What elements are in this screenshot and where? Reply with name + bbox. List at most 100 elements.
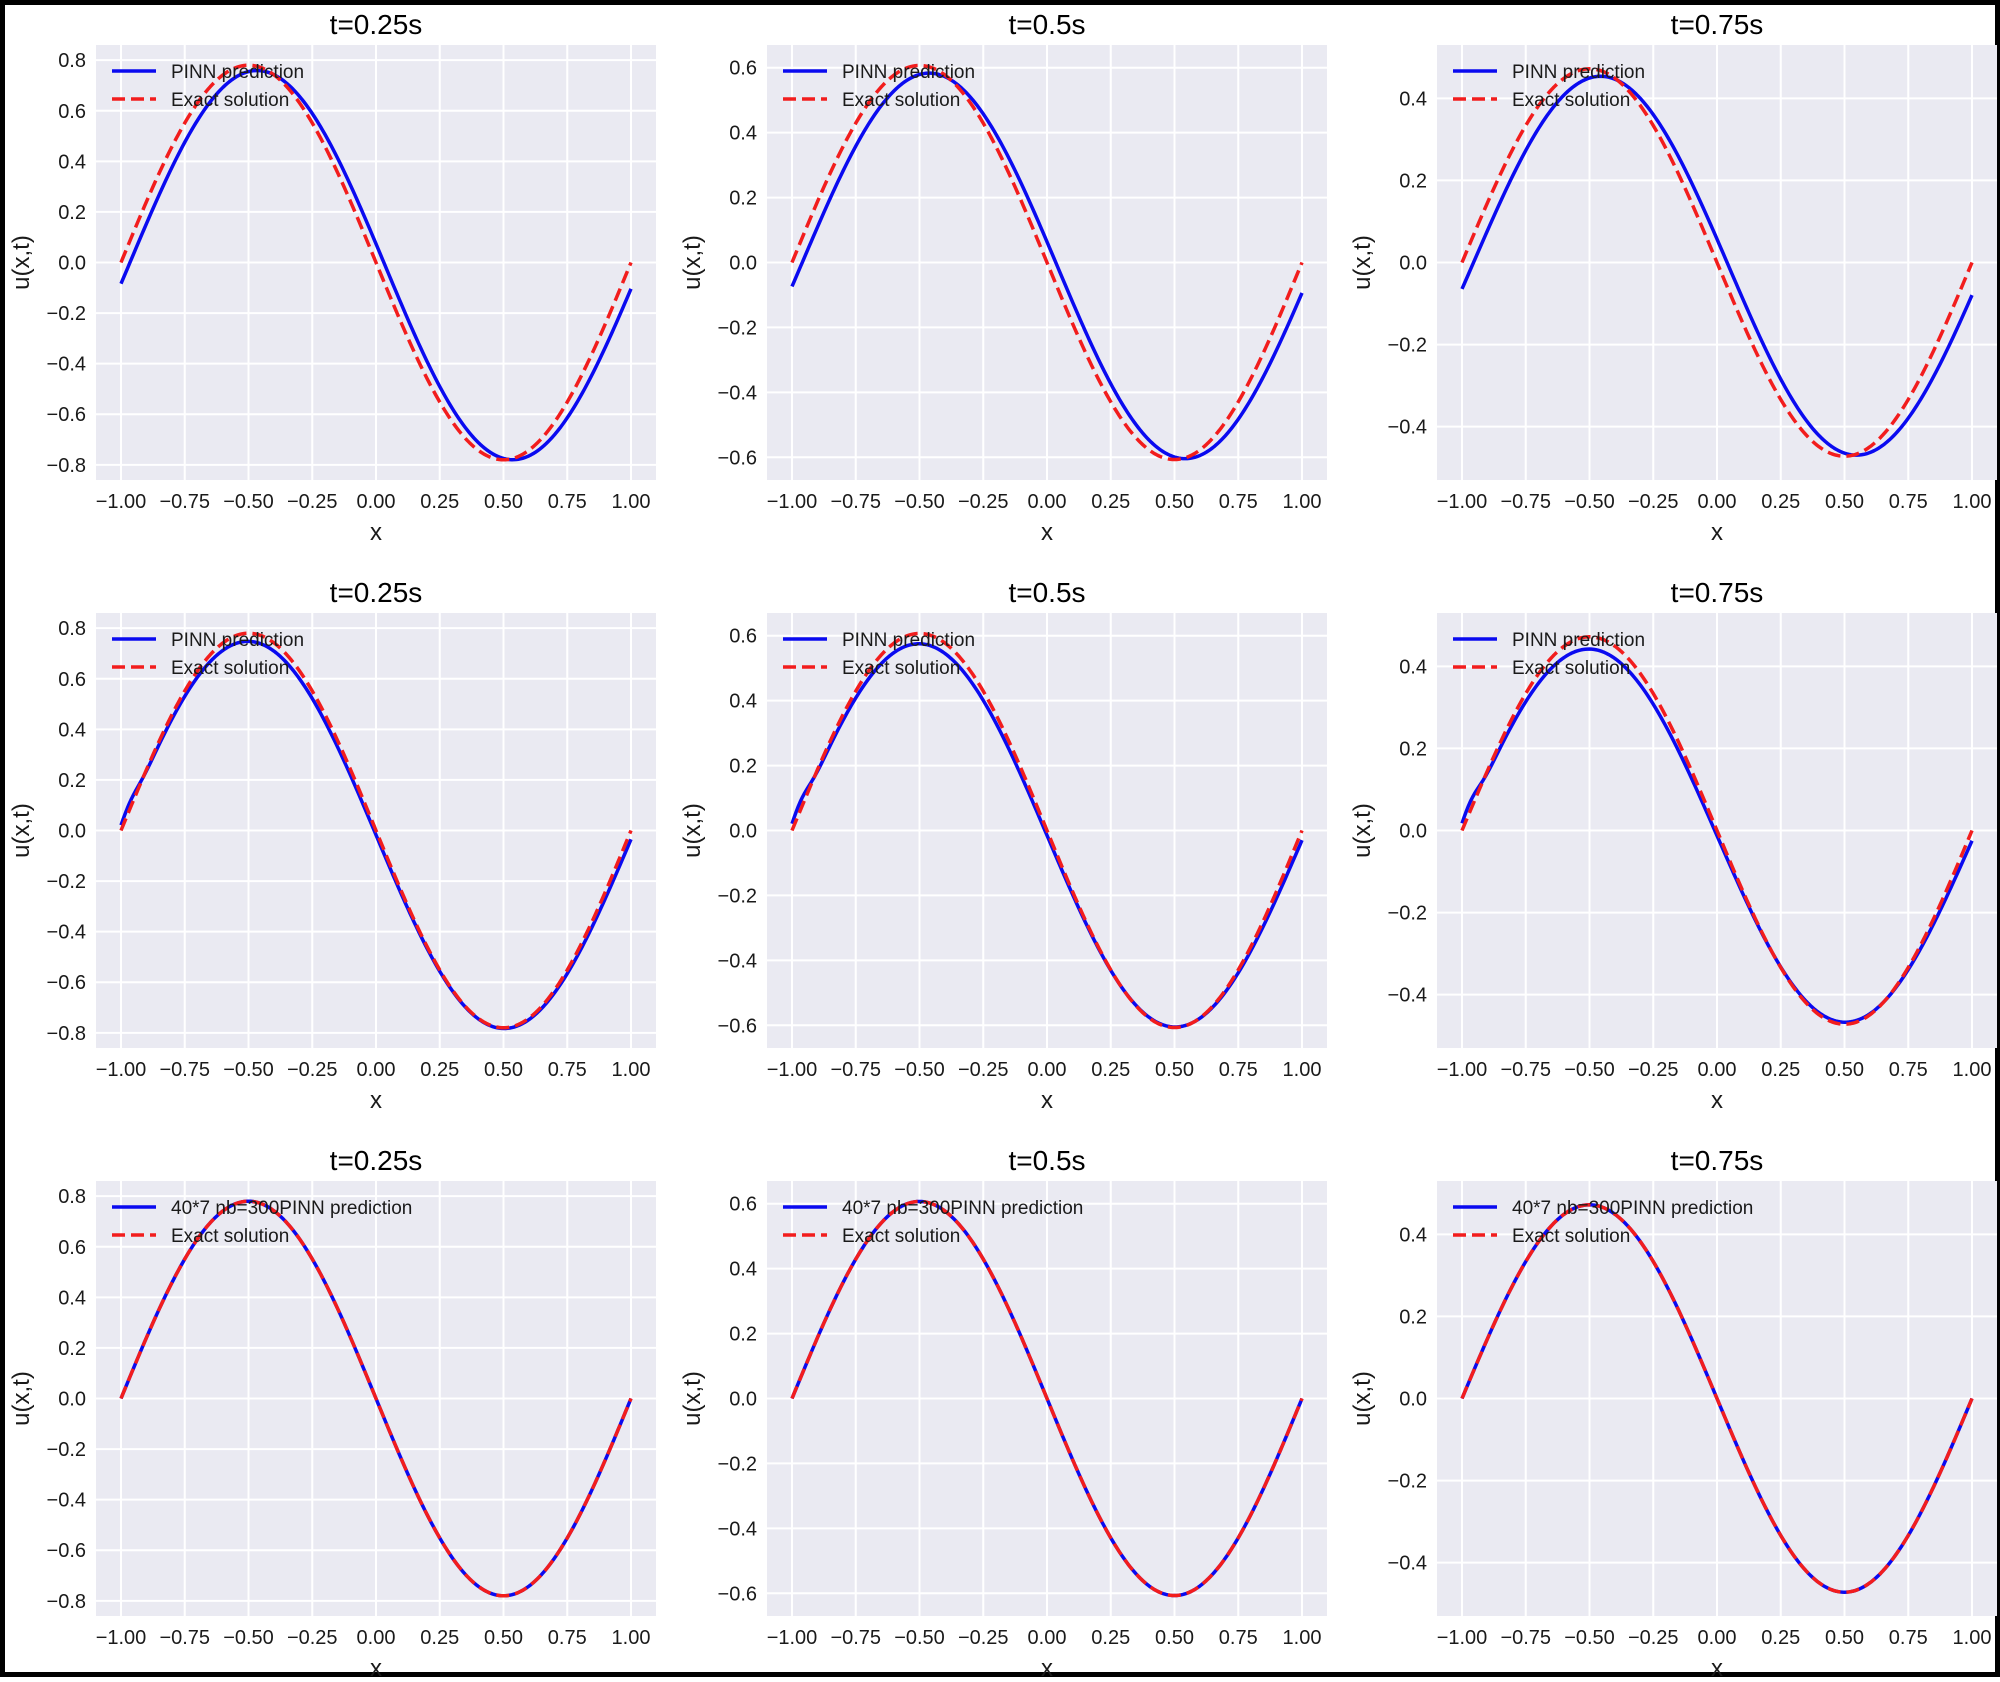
x-axis-label: x (1711, 1087, 1723, 1114)
x-tick-label: 0.25 (420, 1059, 459, 1081)
y-tick-label: 0.4 (1399, 656, 1427, 678)
y-tick-label: −0.8 (47, 1591, 86, 1613)
legend-prediction-label: PINN prediction (1512, 630, 1645, 651)
y-tick-label: 0.4 (729, 1259, 757, 1281)
x-tick-label: −1.00 (767, 491, 818, 513)
y-tick-label: 0.2 (58, 770, 86, 792)
subplot-1-1: −1.00 −0.75 −0.50 −0.25 0.00 0.25 0.50 0.75 1.00… (8, 9, 656, 546)
x-tick-label: 0.00 (1698, 491, 1737, 513)
y-tick-label: −0.4 (47, 354, 86, 376)
y-axis-label: u(x,t) (8, 235, 35, 290)
x-tick-label: 0.00 (1028, 1059, 1067, 1081)
x-tick-label: 0.75 (1889, 1059, 1928, 1081)
subplot-3-3: −1.00 −0.75 −0.50 −0.25 0.00 0.25 0.50 0.75 1.00… (1349, 1145, 1997, 1682)
y-tick-label: −0.6 (47, 404, 86, 426)
x-axis-label: x (370, 1087, 382, 1114)
x-tick-label: −0.75 (159, 491, 210, 513)
legend: PINN prediction Exact solution (112, 630, 304, 679)
x-tick-label: −0.25 (1628, 1627, 1679, 1649)
x-tick-label: 0.75 (1219, 1627, 1258, 1649)
exact-solution-line (119, 63, 633, 462)
y-tick-label: 0.0 (729, 253, 757, 275)
legend-exact-label: Exact solution (842, 1226, 960, 1247)
exact-solution-line (790, 631, 1304, 1030)
legend-prediction-label: 40*7 nb=300PINN prediction (171, 1198, 412, 1219)
x-tick-label: −0.50 (223, 1059, 274, 1081)
y-tick-label: 0.4 (1399, 88, 1427, 110)
x-tick-label: 0.75 (1219, 491, 1258, 513)
x-tick-label: 1.00 (1283, 1059, 1322, 1081)
exact-solution-line (1460, 1203, 1974, 1594)
y-tick-label: −0.2 (1388, 335, 1427, 357)
subplot-title: t=0.75s (1671, 577, 1764, 608)
x-tick-label: 0.50 (1825, 491, 1864, 513)
x-tick-label: −0.25 (1628, 491, 1679, 513)
prediction-line (1460, 74, 1974, 457)
x-tick-label: 0.50 (484, 1627, 523, 1649)
subplot-2-2: −1.00 −0.75 −0.50 −0.25 0.00 0.25 0.50 0.75 1.00… (679, 577, 1327, 1114)
subplot-3-1: −1.00 −0.75 −0.50 −0.25 0.00 0.25 0.50 0.75 1.00… (8, 1145, 656, 1682)
y-tick-label: 0.4 (58, 1287, 86, 1309)
y-tick-label: 0.2 (729, 188, 757, 210)
exact-solution-line (790, 63, 1304, 462)
y-tick-label: 0.4 (1399, 1224, 1427, 1246)
legend-prediction-label: 40*7 nb=300PINN prediction (1512, 1198, 1753, 1219)
x-tick-label: 0.75 (548, 491, 587, 513)
x-tick-label: 0.75 (548, 1059, 587, 1081)
y-tick-label: 0.2 (1399, 170, 1427, 192)
legend: PINN prediction Exact solution (783, 630, 975, 679)
x-tick-label: −0.75 (1500, 1059, 1551, 1081)
exact-solution-line (1460, 635, 1974, 1026)
x-tick-label: −0.25 (958, 491, 1009, 513)
y-tick-label: −0.2 (47, 303, 86, 325)
legend-exact-label: Exact solution (171, 1226, 289, 1247)
y-tick-label: −0.4 (1388, 1553, 1427, 1575)
y-tick-label: 0.8 (58, 618, 86, 640)
x-tick-label: 0.25 (1091, 1627, 1130, 1649)
subplot-title: t=0.25s (330, 577, 423, 608)
subplot-1-3: −1.00 −0.75 −0.50 −0.25 0.00 0.25 0.50 0.75 1.00… (1349, 9, 1997, 546)
legend-exact-label: Exact solution (842, 90, 960, 111)
y-tick-label: 0.4 (58, 151, 86, 173)
legend: 40*7 nb=300PINN prediction Exact solution (112, 1198, 412, 1247)
x-tick-label: −0.50 (1564, 491, 1615, 513)
x-tick-label: −0.25 (958, 1059, 1009, 1081)
exact-solution-line (119, 1199, 633, 1598)
x-tick-label: 0.50 (484, 491, 523, 513)
y-tick-label: 0.4 (729, 123, 757, 145)
x-tick-label: −0.50 (223, 1627, 274, 1649)
x-tick-label: 0.25 (1091, 1059, 1130, 1081)
x-tick-label: 0.25 (1761, 491, 1800, 513)
x-tick-label: 1.00 (1283, 1627, 1322, 1649)
y-tick-label: 0.4 (729, 691, 757, 713)
x-tick-label: 0.50 (1825, 1059, 1864, 1081)
y-tick-label: 0.0 (1399, 253, 1427, 275)
y-tick-label: −0.6 (718, 447, 757, 469)
x-tick-label: −1.00 (1437, 1627, 1488, 1649)
subplot-title: t=0.75s (1671, 9, 1764, 40)
y-tick-label: −0.8 (47, 455, 86, 477)
y-tick-label: −0.2 (1388, 903, 1427, 925)
x-tick-label: 0.00 (1698, 1059, 1737, 1081)
y-tick-label: 0.2 (729, 1324, 757, 1346)
legend-prediction-label: PINN prediction (171, 630, 304, 651)
x-tick-label: 0.25 (420, 491, 459, 513)
x-tick-label: −0.75 (159, 1627, 210, 1649)
x-tick-label: 1.00 (612, 1059, 651, 1081)
x-tick-label: −1.00 (1437, 491, 1488, 513)
legend: PINN prediction Exact solution (1453, 62, 1645, 111)
x-tick-label: 0.75 (548, 1627, 587, 1649)
prediction-line (790, 71, 1304, 461)
y-tick-label: 0.2 (1399, 738, 1427, 760)
x-axis-label: x (1041, 519, 1053, 546)
subplot-1-2: −1.00 −0.75 −0.50 −0.25 0.00 0.25 0.50 0.75 1.00… (679, 9, 1327, 546)
y-axis-label: u(x,t) (1349, 235, 1376, 290)
y-tick-label: 0.0 (58, 253, 86, 275)
x-tick-label: 1.00 (1953, 1627, 1992, 1649)
subplot-title: t=0.5s (1008, 9, 1085, 40)
y-tick-label: 0.6 (58, 669, 86, 691)
legend-exact-label: Exact solution (1512, 1226, 1630, 1247)
y-tick-label: 0.0 (58, 821, 86, 843)
subplot-2-1: −1.00 −0.75 −0.50 −0.25 0.00 0.25 0.50 0.75 1.00… (8, 577, 656, 1114)
y-tick-label: −0.6 (718, 1015, 757, 1037)
